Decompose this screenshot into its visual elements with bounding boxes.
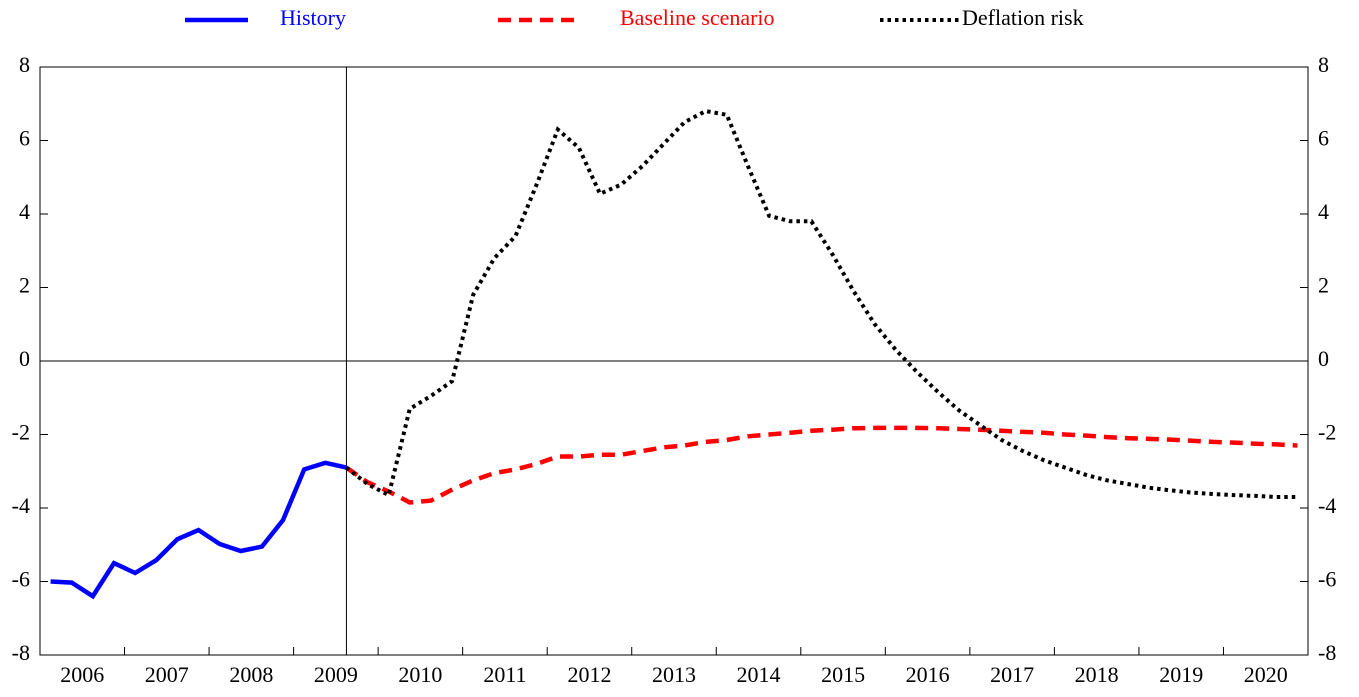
- x-tick-label: 2013: [652, 662, 696, 687]
- series-line: [50, 460, 347, 600]
- x-tick-label: 2008: [229, 662, 273, 687]
- x-tick-label: 2007: [145, 662, 189, 687]
- x-tick-label: 2015: [821, 662, 865, 687]
- x-tick-label: 2014: [737, 662, 781, 687]
- y2-tick-label: 2: [1318, 273, 1329, 298]
- legend-label: Baseline scenario: [620, 5, 775, 30]
- y2-tick-label: 8: [1318, 52, 1329, 77]
- y2-tick-label: -6: [1318, 567, 1336, 592]
- x-tick-label: 2016: [906, 662, 950, 687]
- y2-tick-label: -4: [1318, 493, 1336, 518]
- y2-tick-label: -8: [1318, 640, 1336, 665]
- x-tick-label: 2012: [567, 662, 611, 687]
- x-tick-label: 2006: [60, 662, 104, 687]
- x-tick-label: 2019: [1159, 662, 1203, 687]
- x-tick-label: 2020: [1244, 662, 1288, 687]
- y2-tick-label: 4: [1318, 199, 1329, 224]
- y-tick-label: 0: [19, 346, 30, 371]
- x-tick-label: 2017: [990, 662, 1034, 687]
- y-tick-label: -2: [12, 420, 30, 445]
- x-tick-label: 2011: [483, 662, 526, 687]
- y-tick-label: -6: [12, 567, 30, 592]
- y-tick-label: 2: [19, 273, 30, 298]
- y-tick-label: 6: [19, 126, 30, 151]
- y-tick-label: 4: [19, 199, 30, 224]
- legend-label: History: [280, 5, 346, 30]
- y-tick-label: -8: [12, 640, 30, 665]
- series-line: [345, 425, 1298, 505]
- x-tick-label: 2010: [398, 662, 442, 687]
- x-tick-label: 2018: [1075, 662, 1119, 687]
- y-tick-label: 8: [19, 52, 30, 77]
- y2-tick-label: 0: [1318, 346, 1329, 371]
- y-tick-label: -4: [12, 493, 30, 518]
- legend-label: Deflation risk: [962, 5, 1084, 30]
- x-tick-label: 2009: [314, 662, 358, 687]
- y2-tick-label: -2: [1318, 420, 1336, 445]
- y2-tick-label: 6: [1318, 126, 1329, 151]
